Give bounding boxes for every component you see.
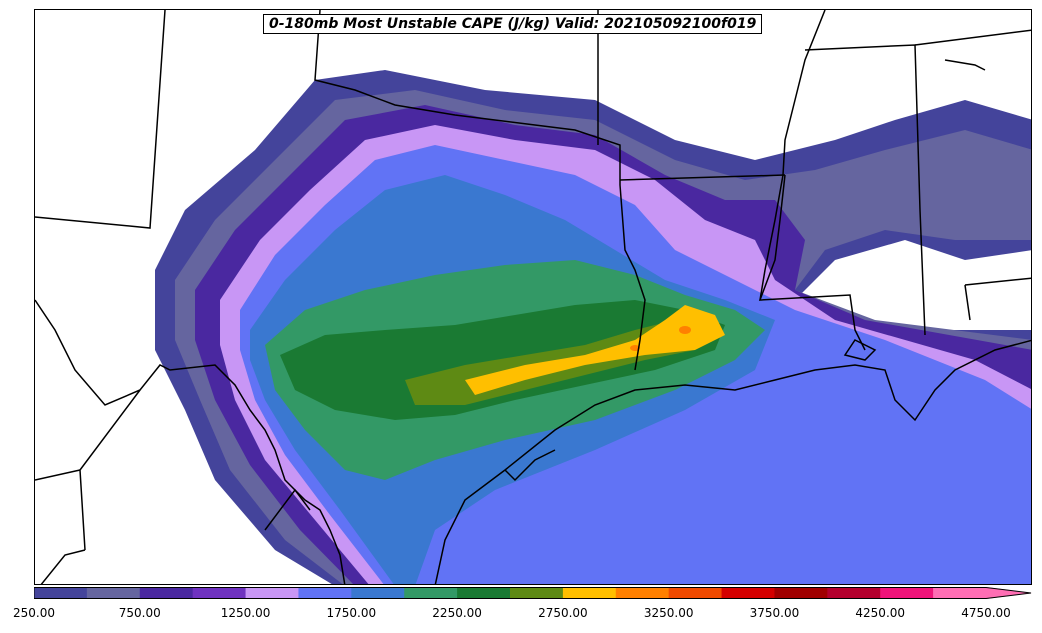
colorbar-bin	[86, 587, 141, 599]
colorbar-tick-label: 1250.00	[220, 606, 271, 620]
colorbar-tick-label: 2250.00	[432, 606, 482, 620]
colorbar-bin	[880, 587, 934, 599]
state-boundary	[619, 184, 646, 371]
state-boundary	[914, 29, 1031, 46]
coastline	[944, 59, 986, 71]
colorbar-tick-label: 3750.00	[749, 606, 800, 620]
colorbar-bin	[139, 587, 194, 599]
state-boundary	[804, 44, 926, 336]
map-panel	[34, 9, 1032, 585]
state-boundary	[964, 277, 1031, 286]
colorbar-bin	[404, 587, 458, 599]
boundary-layer	[35, 10, 1031, 584]
state-boundary	[35, 469, 81, 481]
cape-map	[35, 10, 1031, 584]
colorbar-bin	[245, 587, 299, 599]
state-boundary	[40, 549, 86, 584]
coastline	[504, 449, 556, 482]
cape-region-2750	[465, 305, 725, 395]
cape-region-3000-south	[630, 345, 640, 351]
state-boundary	[264, 488, 311, 531]
colorbar-tick-label: 750.00	[118, 606, 161, 620]
cape-fill-layer	[155, 70, 1031, 584]
state-boundary	[964, 284, 971, 321]
colorbar-tick-label: 4250.00	[855, 606, 906, 620]
colorbar-bin	[457, 587, 511, 599]
coastline	[843, 339, 877, 361]
colorbar-tick-label: 2750.00	[538, 606, 588, 620]
colorbar	[34, 587, 1032, 599]
colorbar-bin	[668, 587, 723, 599]
colorbar-tick-label: 3250.00	[643, 606, 694, 620]
state-boundary	[79, 389, 141, 551]
intl-border	[35, 299, 346, 584]
colorbar-extend-arrow	[986, 587, 1032, 599]
state-boundary	[619, 174, 786, 181]
colorbar-bin	[721, 587, 775, 599]
cape-region-3000	[679, 326, 691, 334]
state-boundary	[35, 10, 166, 229]
colorbar-bin	[933, 587, 987, 599]
colorbar-bin	[615, 587, 670, 599]
colorbar-tick-label: 4750.00	[961, 606, 1011, 620]
map-title: 0-180mb Most Unstable CAPE (J/kg) Valid:…	[263, 14, 763, 34]
colorbar-bin	[298, 587, 352, 599]
colorbar-tick-label: 1750.00	[326, 606, 377, 620]
colorbar-bins	[34, 587, 1032, 599]
colorbar-tick-label: 250.00	[13, 606, 55, 620]
state-boundary	[314, 10, 621, 185]
colorbar-bin	[774, 587, 828, 599]
colorbar-bin	[510, 587, 564, 599]
mississippi-river	[759, 10, 826, 301]
colorbar-bin	[827, 587, 881, 599]
colorbar-bin	[34, 587, 88, 599]
colorbar-bin	[562, 587, 617, 599]
colorbar-bin	[192, 587, 247, 599]
colorbar-bin	[351, 587, 405, 599]
